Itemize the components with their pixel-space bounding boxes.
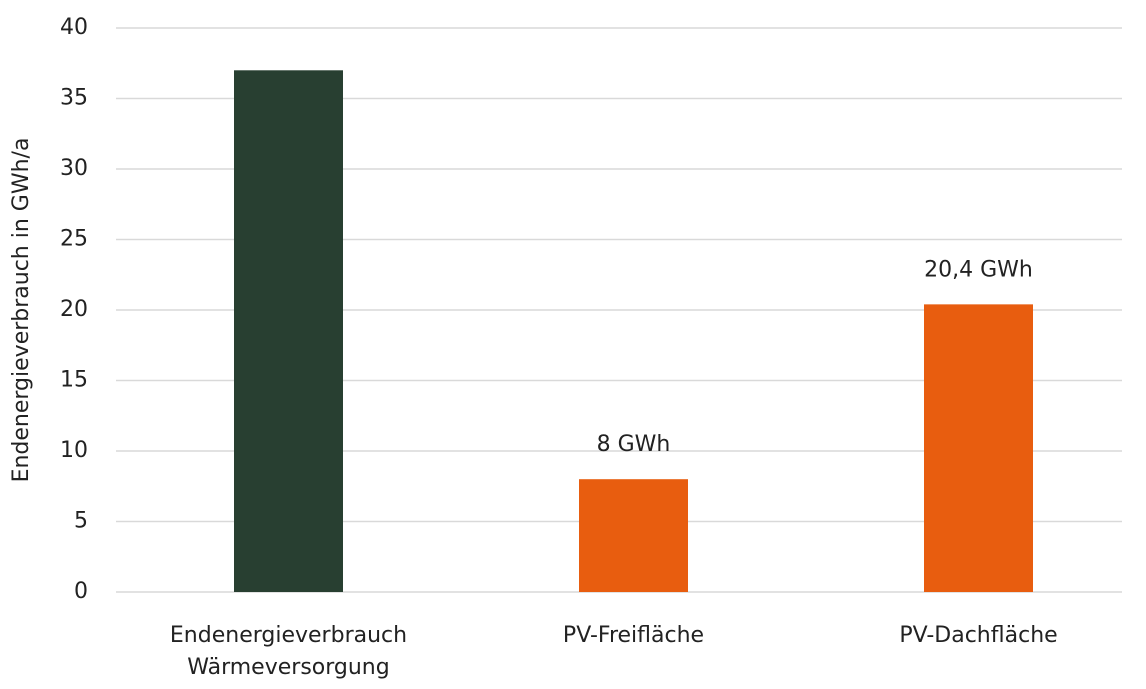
bar — [234, 70, 343, 593]
y-tick-label: 10 — [60, 438, 88, 463]
data-label: 8 GWh — [597, 432, 671, 457]
y-tick-label: 30 — [60, 156, 88, 181]
y-tick-label: 20 — [60, 297, 88, 322]
y-tick-label: 15 — [60, 368, 88, 393]
y-tick-label: 35 — [60, 86, 88, 111]
y-tick-label: 25 — [60, 227, 88, 252]
x-tick-label: PV-Freifläche — [563, 623, 704, 648]
x-tick-label: PV-Dachfläche — [899, 623, 1057, 648]
data-label: 20,4 GWh — [924, 257, 1033, 282]
y-axis-label: Endenergieverbrauch in GWh/a — [9, 138, 34, 483]
bar — [924, 304, 1033, 592]
y-tick-label: 5 — [74, 509, 88, 534]
bar — [579, 479, 688, 592]
y-tick-label: 0 — [74, 579, 88, 604]
y-tick-label: 40 — [60, 15, 88, 40]
x-tick-label: Endenergieverbrauch Wärmeversorgung — [170, 623, 407, 680]
